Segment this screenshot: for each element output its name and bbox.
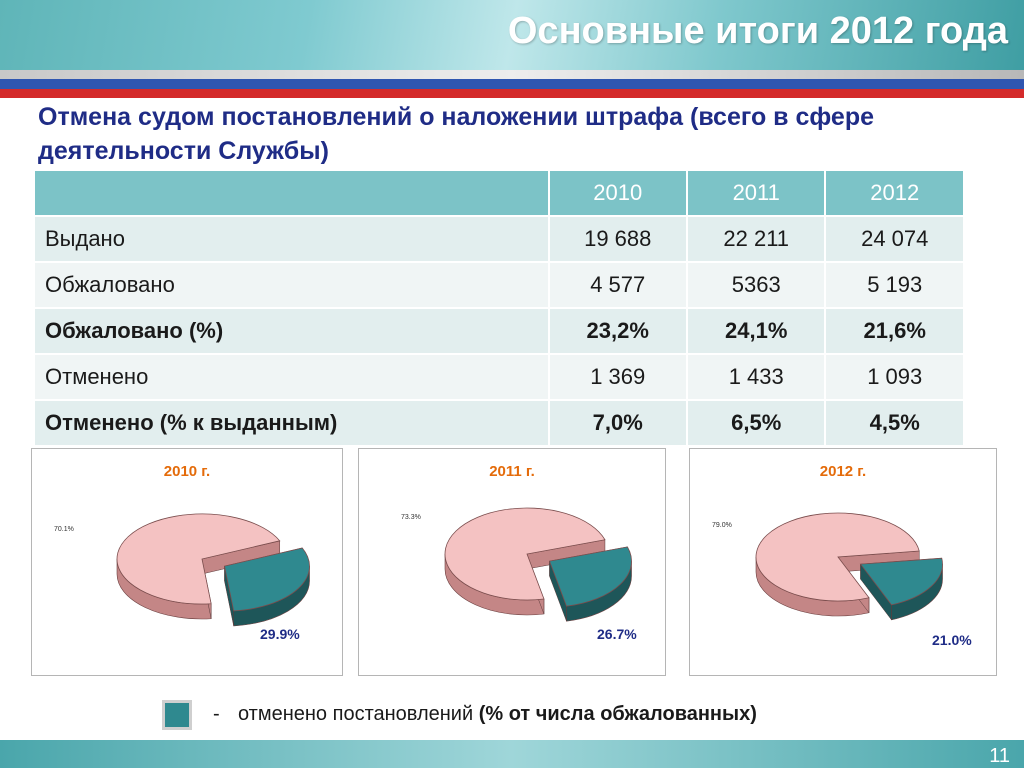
pie-chart-panel-2010: 2010 г. 70.1% 29.9%: [31, 448, 343, 676]
table-cell: 22 211: [685, 215, 826, 262]
row-label: Выдано: [35, 215, 549, 262]
pie-label-main: 70.1%: [54, 526, 74, 533]
chart-title: 2010 г.: [163, 463, 211, 480]
table-cell: 1 433: [685, 353, 826, 400]
row-label: Отменено: [35, 353, 549, 400]
pie-chart-2012: 79.0% 21.0%: [712, 512, 972, 648]
pie-slice-exploded: [548, 546, 632, 607]
legend-text-normal: отменено постановлений: [238, 703, 474, 725]
pie-slice-main: [444, 507, 606, 601]
pie-chart-2010: 70.1% 29.9%: [54, 513, 310, 642]
table-header-cell: 2012: [824, 171, 963, 216]
header-stripe-red: [0, 89, 1024, 98]
summary-table: 2010 2011 2012 Выдано 19 688 22 211 24 0…: [35, 171, 963, 445]
table-cell: 19 688: [547, 215, 687, 262]
table-cell: 7,0%: [547, 399, 687, 445]
slide-title: Основные итоги 2012 года: [507, 10, 1008, 52]
table-cell: 4,5%: [824, 399, 963, 445]
table-header-cell: [35, 171, 549, 216]
table-cell: 23,2%: [547, 307, 687, 354]
footer-bar: [0, 740, 1024, 768]
pie-slice-main: [116, 513, 281, 605]
chart-title: 2011 г.: [489, 463, 535, 480]
table-row: Отменено 1 369 1 433 1 093: [35, 353, 963, 400]
table-row: Обжаловано (%) 23,2% 24,1% 21,6%: [35, 307, 963, 354]
table-cell: 5363: [685, 261, 826, 308]
chart-title: 2012 г.: [819, 463, 867, 480]
pie-chart-2011: 73.3% 26.7%: [401, 507, 637, 642]
table-cell: 24,1%: [685, 307, 826, 354]
table-cell: 6,5%: [685, 399, 826, 445]
legend-swatch: [162, 700, 192, 730]
table-cell: 4 577: [547, 261, 687, 308]
legend-text: отменено постановлений (% от числа обжал…: [238, 703, 757, 726]
header-stripe-silver: [0, 70, 1024, 79]
table-cell: 24 074: [824, 215, 963, 262]
row-label: Отменено (% к выданным): [35, 399, 549, 445]
pie-chart-panel-2012: 2012 г. 79.0% 21.0%: [689, 448, 997, 676]
pie-label-exploded: 21.0%: [932, 632, 972, 648]
table-cell: 21,6%: [824, 307, 963, 354]
table-header-cell: 2011: [685, 171, 826, 216]
header-stripe-blue: [0, 79, 1024, 89]
header-banner: Основные итоги 2012 года: [0, 0, 1024, 70]
table-row: Выдано 19 688 22 211 24 074: [35, 215, 963, 262]
row-label: Обжаловано: [35, 261, 549, 308]
table-cell: 1 369: [547, 353, 687, 400]
pie-label-exploded: 26.7%: [597, 626, 637, 642]
table-header-cell: 2010: [547, 171, 687, 216]
pie-slice-main: [755, 512, 920, 602]
table-row: Обжаловано 4 577 5363 5 193: [35, 261, 963, 308]
table-header-row: 2010 2011 2012: [35, 171, 963, 216]
table-cell: 1 093: [824, 353, 963, 400]
page-number: 11: [989, 745, 1010, 767]
table-row: Отменено (% к выданным) 7,0% 6,5% 4,5%: [35, 399, 963, 445]
pie-label-main: 79.0%: [712, 522, 732, 529]
pie-label-exploded: 29.9%: [260, 626, 300, 642]
pie-slice-exploded: [859, 557, 943, 606]
pie-chart-panel-2011: 2011 г. 73.3% 26.7%: [358, 448, 666, 676]
legend-text-bold: (% от числа обжалованных): [478, 703, 757, 725]
pie-label-main: 73.3%: [401, 514, 421, 521]
table-cell: 5 193: [824, 261, 963, 308]
row-label: Обжаловано (%): [35, 307, 549, 354]
slide-subtitle: Отмена судом постановлений о наложении ш…: [38, 103, 875, 165]
legend-dash: -: [213, 703, 220, 725]
pie-slice-exploded: [224, 547, 310, 612]
